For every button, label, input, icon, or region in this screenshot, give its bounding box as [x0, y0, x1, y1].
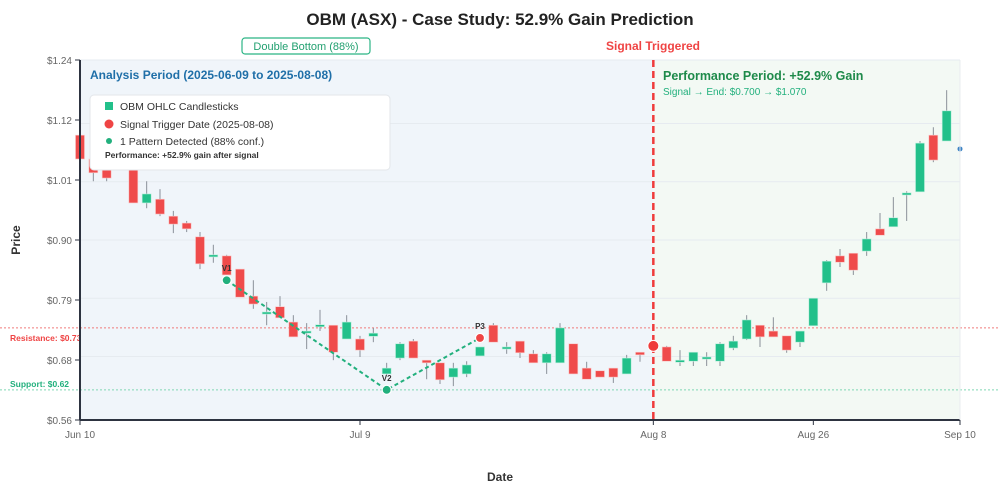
pattern-point-label: V1	[222, 264, 232, 273]
x-tick-label: Aug 8	[640, 430, 667, 441]
pattern-point-label: P3	[475, 322, 485, 331]
y-tick-label: $0.68	[47, 356, 72, 367]
candle-down	[581, 367, 592, 380]
pattern-point-v2	[381, 384, 392, 395]
candle-up	[621, 357, 632, 375]
candle-up	[341, 321, 352, 340]
candle-up	[901, 192, 912, 196]
candle-down	[608, 367, 619, 378]
candle-up	[941, 110, 952, 142]
candle-down	[768, 330, 779, 338]
candle-up	[701, 356, 712, 360]
resistance-label: Resistance: $0.73	[10, 333, 82, 343]
pattern-point-v1	[221, 275, 232, 286]
candle-down	[781, 335, 792, 351]
candle-up	[861, 238, 872, 252]
candle-down	[408, 340, 419, 359]
candle-up	[808, 297, 819, 327]
candle-up	[315, 324, 325, 328]
candle-down	[595, 370, 605, 378]
y-tick-label: $1.01	[47, 176, 72, 187]
legend-candle-swatch	[105, 102, 113, 110]
legend-performance-note: Performance: +52.9% gain after signal	[105, 150, 259, 160]
candle-down	[355, 338, 365, 351]
candle-down	[875, 228, 885, 236]
candle-down	[928, 134, 939, 161]
pattern-badge-text: Double Bottom (88%)	[253, 41, 358, 53]
legend-item-pattern: 1 Pattern Detected (88% conf.)	[120, 136, 264, 148]
y-axis-label: Price	[9, 225, 23, 255]
candle-down	[235, 268, 245, 298]
candle-up	[715, 343, 725, 362]
y-tick-label: $0.90	[47, 236, 72, 247]
candle-up	[448, 367, 459, 378]
candle-down	[568, 343, 579, 375]
candle-down	[181, 222, 192, 230]
candle-down	[248, 295, 259, 305]
candle-up	[381, 367, 392, 375]
y-tick-label: $0.56	[47, 416, 72, 427]
legend: OBM OHLC Candlesticks Signal Trigger Dat…	[89, 94, 391, 171]
support-label: Support: $0.62	[10, 379, 69, 389]
x-tick-label: Aug 26	[797, 430, 829, 441]
candle-up	[261, 311, 272, 315]
candle-down	[155, 198, 165, 215]
candle-down	[515, 340, 525, 354]
signal-trigger-dot	[647, 339, 660, 352]
pattern-badge: Double Bottom (88%)	[241, 37, 371, 55]
candle-up	[208, 254, 219, 258]
candle-down	[328, 324, 339, 353]
candle-up	[728, 340, 739, 349]
legend-pattern-swatch	[106, 138, 112, 144]
candle-up	[915, 142, 925, 193]
candle-up	[461, 364, 472, 375]
candle-up	[688, 351, 699, 362]
pattern-point-p3	[474, 332, 486, 344]
x-tick-label: Sep 10	[944, 430, 976, 441]
candle-up	[555, 327, 565, 364]
chart-title: OBM (ASX) - Case Study: 52.9% Gain Predi…	[306, 10, 693, 29]
x-tick-label: Jul 9	[349, 430, 371, 441]
candle-up	[821, 260, 832, 284]
legend-item-candles: OBM OHLC Candlesticks	[120, 101, 238, 113]
y-tick-label: $1.12	[47, 116, 72, 127]
candle-down	[835, 255, 845, 263]
candle-up	[888, 217, 899, 228]
candle-down	[528, 353, 539, 364]
legend-signal-swatch	[104, 119, 114, 129]
legend-item-signal: Signal Trigger Date (2025-08-08)	[120, 119, 274, 131]
candle-down	[848, 252, 859, 271]
candle-down	[488, 324, 499, 343]
candle-down	[195, 236, 205, 265]
candle-down	[168, 215, 179, 225]
candle-up	[675, 359, 685, 363]
candle-down	[435, 362, 445, 381]
y-tick-label: $1.24	[47, 56, 72, 67]
candle-up	[795, 330, 805, 343]
candle-up	[541, 353, 552, 364]
candle-down	[661, 346, 672, 362]
x-axis-label: Date	[487, 470, 513, 484]
candle-down	[635, 351, 645, 356]
candle-up	[475, 346, 485, 357]
candle-down	[421, 359, 432, 364]
candle-down	[755, 324, 765, 338]
candle-up	[395, 343, 405, 359]
analysis-period-label: Analysis Period (2025-06-09 to 2025-08-0…	[90, 68, 332, 82]
performance-sub-label: Signal → End: $0.700 → $1.070	[663, 87, 807, 98]
candle-down	[221, 255, 232, 276]
pattern-line	[226, 279, 481, 391]
x-tick-label: Jun 10	[65, 430, 95, 441]
candle-up	[141, 193, 152, 204]
signal-label: Signal Triggered	[606, 39, 700, 53]
candle-up	[501, 346, 512, 350]
candle-up	[741, 319, 752, 340]
y-tick-label: $0.79	[47, 296, 72, 307]
candle-up	[368, 332, 379, 337]
performance-period-label: Performance Period: +52.9% Gain	[663, 69, 863, 83]
pattern-point-label: V2	[382, 374, 392, 383]
